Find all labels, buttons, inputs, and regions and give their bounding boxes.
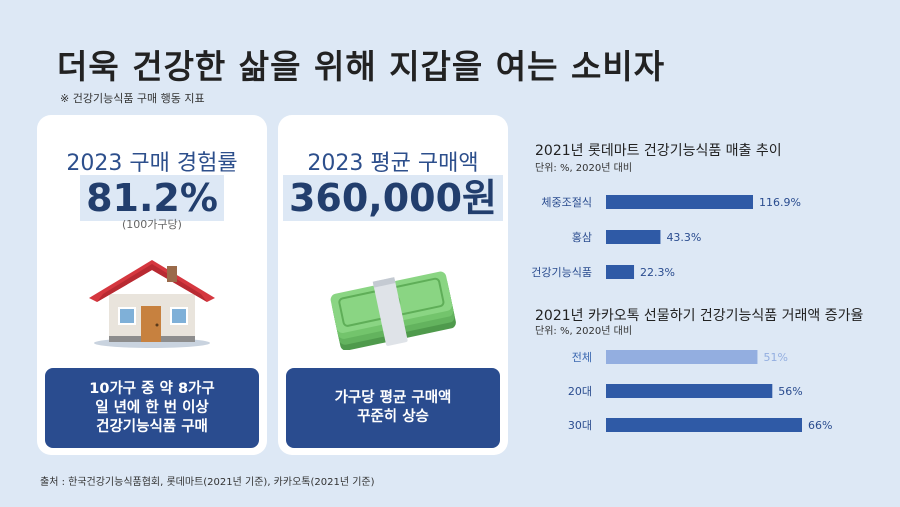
- value-label: 22.3%: [640, 266, 675, 279]
- bar: [606, 418, 802, 432]
- chart-title-lotte: 2021년 롯데마트 건강기능식품 매출 추이: [535, 143, 782, 159]
- average-spend-label: 2023 평균 구매액: [307, 151, 479, 176]
- lotte-sales-chart: 체중조절식 116.9% 홍삼 43.3% 건강기능식품 22.3%: [531, 195, 801, 279]
- value-label: 43.3%: [666, 231, 701, 244]
- bar: [606, 195, 753, 209]
- value-label: 51%: [763, 351, 787, 364]
- purchase-rate-card: 2023 구매 경험률 81.2% (100가구당) 10가구 중 약 8가구 …: [37, 115, 267, 455]
- bar: [606, 350, 758, 364]
- purchase-rate-note: (100가구당): [122, 218, 182, 231]
- category-label: 홍삼: [572, 230, 592, 244]
- money-stack-icon: [330, 271, 456, 350]
- summary-line: 일 년에 한 번 이상: [95, 399, 209, 416]
- purchase-rate-value-wrap: 81.2%: [37, 175, 267, 221]
- category-label: 체중조절식: [541, 196, 592, 209]
- house-icon: [89, 260, 215, 348]
- chart-title-kakao: 2021년 카카오톡 선물하기 건강기능식품 거래액 증가율: [535, 308, 864, 324]
- category-label: 건강기능식품: [531, 266, 592, 279]
- bar: [606, 384, 773, 398]
- average-spend-value-wrap: 360,000원: [278, 175, 508, 221]
- bar: [606, 230, 661, 244]
- category-label: 30대: [568, 419, 592, 432]
- chart-unit-lotte: 단위: %, 2020년 대비: [535, 163, 633, 174]
- value-label: 56%: [778, 385, 802, 398]
- page-title: 더욱 건강한 삶을 위해 지갑을 여는 소비자: [57, 47, 666, 86]
- purchase-rate-summary: 10가구 중 약 8가구 일 년에 한 번 이상 건강기능식품 구매: [45, 368, 259, 448]
- summary-line: 건강기능식품 구매: [96, 418, 208, 435]
- summary-line: 가구당 평균 구매액: [334, 390, 452, 406]
- average-spend-summary: 가구당 평균 구매액 꾸준히 상승: [286, 368, 500, 448]
- value-label: 66%: [808, 419, 832, 432]
- average-spend-card: 2023 평균 구매액 360,000원 가구당 평균 구매액 꾸준히 상승: [278, 115, 508, 455]
- purchase-rate-label: 2023 구매 경험률: [66, 151, 238, 176]
- category-label: 전체: [572, 351, 592, 364]
- summary-line: 꾸준히 상승: [357, 409, 429, 425]
- category-label: 20대: [568, 385, 592, 398]
- kakao-gift-chart: 전체 51% 20대 56% 30대 66%: [568, 350, 832, 432]
- chart-unit-kakao: 단위: %, 2020년 대비: [535, 326, 633, 337]
- source-note: 출처 : 한국건강기능식품협회, 롯데마트(2021년 기준), 카카오톡(20…: [40, 477, 375, 488]
- page-subtitle: ※ 건강기능식품 구매 행동 지표: [60, 92, 205, 105]
- bar: [606, 265, 635, 279]
- average-spend-value: 360,000원: [282, 175, 504, 221]
- value-label: 116.9%: [759, 196, 801, 209]
- summary-line: 10가구 중 약 8가구: [89, 380, 215, 397]
- purchase-rate-value: 81.2%: [80, 175, 224, 221]
